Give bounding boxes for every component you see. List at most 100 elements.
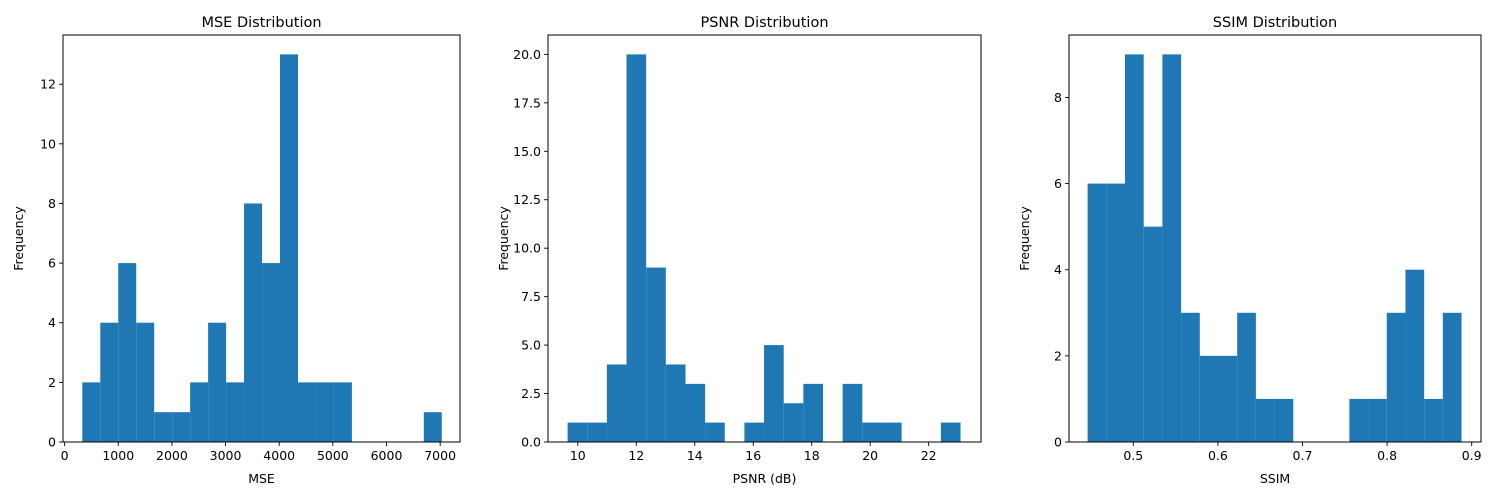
x-tick-label: 14 [687,448,703,463]
x-tick-label: 5000 [317,448,349,463]
x-tick-label: 0.5 [1123,448,1143,463]
histogram-bar [862,422,882,442]
subplot-2: 10 12 14 16 18 20 22 0.0 2.5 5.0 7.5 10.0 12.5 15.0 17… [496,15,982,486]
y-tick-label: 2 [48,375,56,390]
histogram-bar [1237,312,1256,442]
histogram-bar [646,267,666,442]
histogram-bar [262,263,281,442]
histogram-bar [1368,398,1387,442]
histogram-bar [685,383,706,442]
x-tick-label: 20 [862,448,878,463]
x-tick-label: 7000 [424,448,456,463]
x-tick-label: 22 [921,448,937,463]
histogram-bar [783,403,804,442]
subplot-1: 0 1000 2000 3000 4000 5000 6000 7000 0 2 4 6 8 10 12 MS… [11,15,461,486]
histogram-bar [315,382,334,442]
histogram-bar [1162,54,1182,442]
y-tick-label: 10 [40,136,56,151]
chart-title: SSIM Distribution [1213,15,1337,31]
histogram-bar [118,263,137,442]
y-tick-label: 6 [1054,176,1062,191]
x-tick-label: 2000 [156,448,188,463]
y-tick-label: 0 [1054,435,1062,450]
histogram-bar [705,422,725,442]
histogram-bar [1405,269,1425,442]
x-axis-label: PSNR (dB) [733,471,797,486]
histogram-bar [567,422,588,442]
x-axis-label: MSE [248,471,275,486]
histogram-bar [100,322,119,442]
x-tick-label: 0.6 [1208,448,1228,463]
axes-frame [62,34,461,443]
x-tick-label: 0.9 [1462,448,1482,463]
x-axis-label: SSIM [1260,471,1290,486]
y-tick-label: 6 [48,256,56,271]
histogram-bar [842,383,863,442]
histogram-bar [1181,312,1200,442]
axes-frame [547,34,982,443]
histogram-bar [940,422,961,442]
histogram-bar [154,412,173,442]
x-tick-label: 10 [570,448,586,463]
histogram-bar [1199,355,1219,442]
y-axis-label: Frequency [496,206,511,271]
y-tick-label: 7.5 [521,289,541,304]
histogram-bar [881,422,902,442]
histogram-bar [208,322,227,442]
histogram-bar [626,54,647,442]
chart-title: PSNR Distribution [700,15,828,31]
histogram-bar [1218,355,1238,442]
histogram-bar [744,422,765,442]
histogram-bar [190,382,209,442]
y-tick-label: 2 [1054,348,1062,363]
histogram-bar [136,322,155,442]
histogram-bar [1143,226,1163,442]
x-tick-label: 4000 [263,448,295,463]
histogram-bar [1386,312,1406,442]
y-tick-label: 12.5 [513,192,541,207]
x-tick-label: 0 [61,448,69,463]
histogram-bar [1125,54,1144,442]
histogram-bar [82,382,101,442]
histogram-bar [333,382,352,442]
histogram-bar [665,364,686,442]
y-axis-label: Frequency [1017,206,1032,271]
histogram-bar [280,54,298,442]
histogram-bar [1274,398,1294,442]
y-tick-label: 12 [40,77,56,92]
y-tick-label: 0 [48,435,56,450]
x-tick-label: 16 [745,448,761,463]
histogram-bar [1442,312,1462,442]
chart-title: MSE Distribution [201,15,321,31]
subplot-3: 0.5 0.6 0.7 0.8 0.9 0 2 4 6 8 SSIM Distribution SSI… [1017,15,1482,486]
y-tick-label: 15.0 [513,144,541,159]
y-tick-label: 4 [1054,262,1062,277]
histogram-bar [587,422,607,442]
x-tick-label: 0.8 [1377,448,1397,463]
y-tick-label: 5.0 [521,338,541,353]
histogram-bar [172,412,191,442]
y-tick-label: 17.5 [513,95,541,110]
histogram-bar [803,383,824,442]
x-tick-label: 6000 [371,448,403,463]
histogram-bar [1255,398,1275,442]
y-tick-label: 0.0 [521,435,541,450]
histogram-bar [764,345,784,442]
axes-frame [1068,34,1482,443]
y-tick-label: 10.0 [513,241,541,256]
histogram-bar [1349,398,1369,442]
histogram-bar [226,382,245,442]
y-tick-label: 2.5 [521,386,541,401]
histogram-bar [244,203,263,442]
histogram-bar [1424,398,1443,442]
histogram-bar [297,382,316,442]
y-tick-label: 4 [48,315,56,330]
x-tick-label: 18 [804,448,820,463]
y-tick-label: 8 [48,196,56,211]
histogram-bar [606,364,627,442]
x-tick-label: 3000 [210,448,242,463]
histogram-bar [1087,183,1107,442]
y-axis-label: Frequency [11,206,26,271]
y-tick-label: 8 [1054,90,1062,105]
